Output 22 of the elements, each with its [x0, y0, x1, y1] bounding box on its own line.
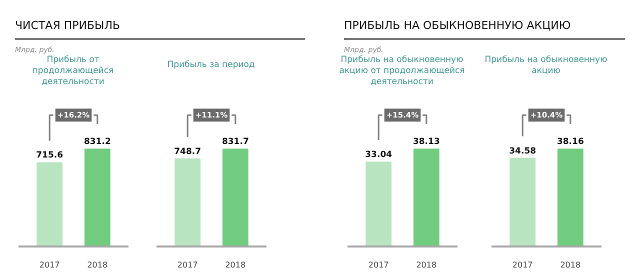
data-label: 38.13: [412, 137, 440, 148]
data-label: 715.6: [36, 150, 64, 161]
data-label: 33.04: [365, 150, 392, 160]
chart-title: Прибыль на обыкновенную акцию от продолжающейся деятельности: [339, 55, 465, 88]
chart-title: Прибыль на обыкновенную акцию: [484, 55, 608, 77]
x-tick-label: 2017: [39, 260, 60, 270]
data-label: 748.7: [174, 146, 202, 157]
x-tick-label: 2018: [225, 260, 246, 270]
x-tick-label: 2018: [560, 260, 581, 270]
text: ЧИСТАЯ ПРИБЫЛЬ: [15, 18, 305, 40]
chart-title: Прибыль за период: [166, 60, 256, 71]
data-label: 38.16: [556, 137, 584, 148]
text: ПРИБЫЛЬ НА ОБЫКНОВЕННУЮ АКЦИЮ: [344, 18, 625, 40]
x-tick-label: 2018: [87, 260, 108, 270]
x-tick-label: 2017: [368, 260, 389, 270]
x-tick-label: 2017: [512, 260, 533, 270]
x-tick-label: 2017: [177, 260, 198, 270]
data-label: 831.7: [222, 137, 249, 148]
data-label: 34.58: [509, 146, 536, 156]
chart-title: Прибыль от продолжающейся деятельности: [31, 55, 115, 88]
data-label: 831.2: [84, 137, 111, 148]
x-tick-label: 2018: [416, 260, 437, 270]
